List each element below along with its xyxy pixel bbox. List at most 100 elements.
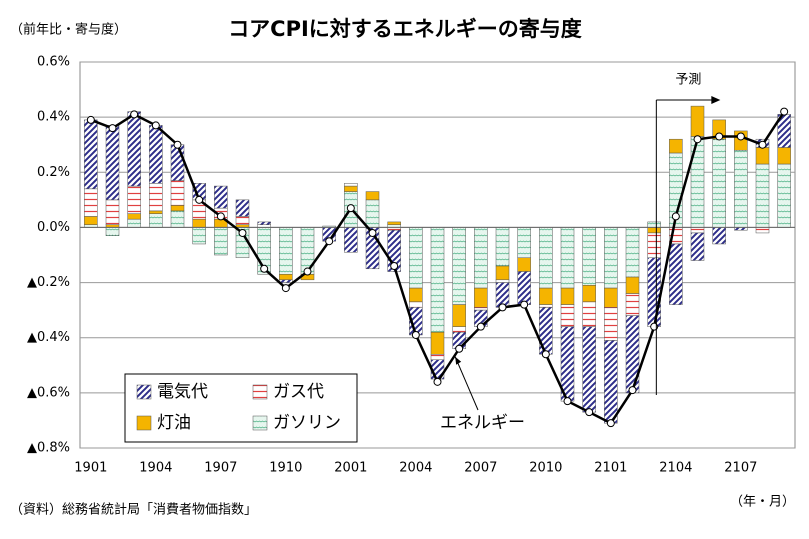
bar-segment [214,227,228,256]
bar-segment [474,307,488,311]
bar-segment [582,227,596,286]
y-tick-label: ▲0.2% [27,275,70,290]
y-tick-label: ▲0.4% [27,330,70,345]
bar-segment [149,125,163,184]
bar-segment [279,274,293,281]
bar-segment [279,227,293,275]
bar-segment [604,227,618,289]
energy-point [693,135,702,144]
bar-segment [409,301,423,308]
y-axis-label: （前年比・寄与度） [10,22,127,38]
bar-segment [582,326,596,413]
energy-point [628,386,637,395]
bar-segment [452,227,466,305]
bar-segment [625,293,640,316]
bar-segment [777,163,791,228]
bar-segment [539,287,553,305]
energy-point [606,419,615,428]
legend-swatch [252,415,268,431]
bar-segment [495,227,510,267]
bar-segment [127,185,141,214]
bar-segment [192,218,206,228]
source: （資料）総務省統計局「消費者物価指数」 [10,502,257,518]
energy-point [455,344,464,353]
energy-point [173,140,182,149]
energy-point [715,132,724,141]
energy-point [325,237,334,246]
legend-label: ガス代 [273,382,324,402]
bar-segment [517,227,531,259]
bar-segment [105,199,120,225]
bar-segment [257,221,271,225]
legend-swatch [252,384,268,400]
bar-segment [777,147,791,165]
bar-segment [149,213,163,228]
bar-segment [560,304,575,327]
energy-point [346,204,355,213]
energy-point [130,110,139,119]
x-tick-label: 2007 [464,461,497,476]
bar-segment [105,125,120,201]
x-tick-label: 2107 [724,461,757,476]
forecast-label: 予測 [675,73,701,88]
x-tick-label: 2104 [659,461,692,476]
bar-segment [755,147,770,165]
bar-segment [105,227,120,236]
bar-segment [690,232,705,261]
bar-segment [235,216,250,225]
energy-point [780,107,789,116]
energy-point [433,377,442,386]
x-tick-label: 1904 [139,461,172,476]
bar-segment [625,276,640,294]
bar-segment [84,188,98,217]
bar-segment [279,279,293,283]
energy-point [671,212,680,221]
energy-point [498,303,507,312]
energy-point [86,115,95,124]
energy-point [736,132,745,141]
y-tick-label: 0.0% [37,220,70,235]
x-axis-label: （年・月） [730,495,795,510]
bar-segment [560,227,575,289]
bar-segment [582,301,596,327]
bar-segment [712,227,726,245]
bar-segment [539,307,553,355]
bar-segment [647,232,661,259]
bar-segment [539,227,553,289]
bar-segment [365,199,380,228]
bar-segment [409,287,423,303]
bar-segment [690,136,705,228]
bar-segment [149,210,163,214]
y-tick-label: 0.2% [37,165,70,180]
energy-point [411,330,420,339]
bar-segment [430,227,445,333]
bar-segment [539,304,553,308]
legend-label: ガソリン [273,413,341,433]
bar-segment [625,227,640,278]
bar-segment [474,287,488,308]
energy-point [563,397,572,406]
bar-segment [409,227,423,289]
bar-segment [170,205,185,212]
legend-label: 電気代 [157,382,208,402]
bar-segment [235,199,250,217]
bar-segment [669,243,683,305]
x-tick-label: 1910 [269,461,302,476]
bar-segment [560,287,575,305]
energy-point [541,350,550,359]
bar-segment [170,210,185,228]
bar-segment [170,180,185,206]
bar-segment [127,218,141,228]
energy-point [108,124,117,133]
bar-segment [452,304,466,327]
bar-segment [452,326,466,333]
energy-pointer [454,356,479,411]
bar-segment [84,119,98,190]
bar-segment [604,340,618,424]
bar-segment [387,221,401,225]
bar-segment [604,287,618,308]
bar-segment [690,227,705,234]
bar-segment [84,216,98,225]
bar-segment [517,271,531,305]
y-tick-label: ▲0.6% [27,385,70,400]
